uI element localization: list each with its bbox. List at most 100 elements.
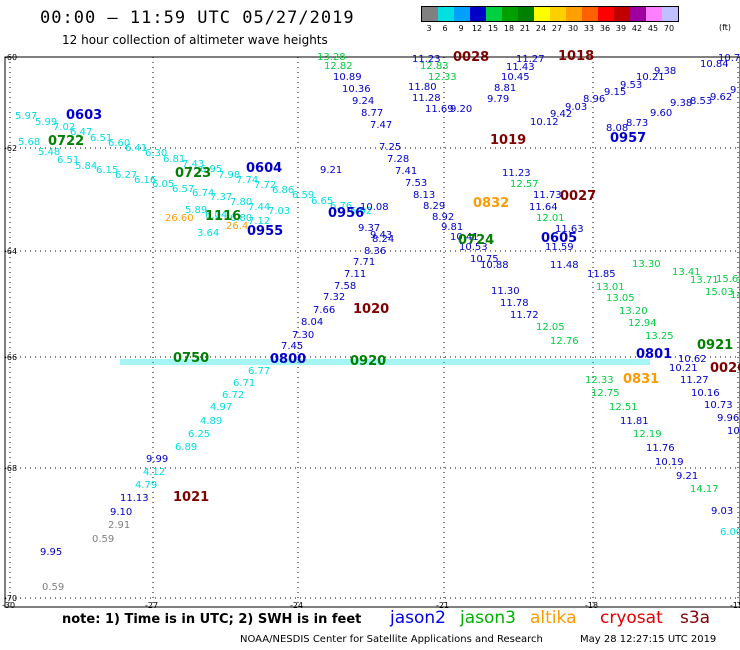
wave-height-value: 13.28 bbox=[317, 52, 346, 63]
credit-line: NOAA/NESDIS Center for Satellite Applica… bbox=[240, 634, 543, 645]
lon-tick-label: -24 bbox=[290, 601, 303, 610]
wave-height-value: 8.73 bbox=[626, 118, 648, 129]
legend-label: 39 bbox=[615, 24, 627, 33]
wave-height-value: 9.15 bbox=[604, 87, 626, 98]
lat-tick-label: -68 bbox=[4, 464, 17, 473]
time-label: 1019 bbox=[490, 133, 526, 148]
wave-height-value: 13.01 bbox=[596, 282, 625, 293]
wave-height-value: 7.71 bbox=[353, 257, 375, 268]
wave-height-value: 11.63 bbox=[555, 224, 584, 235]
time-label: 0831 bbox=[623, 372, 659, 387]
legend-label: 3 bbox=[426, 24, 432, 33]
wave-height-value: 9.53 bbox=[620, 80, 642, 91]
wave-height-value: 11.30 bbox=[491, 286, 520, 297]
wave-height-value: 10.75 bbox=[470, 254, 499, 265]
lat-tick-label: -60 bbox=[4, 53, 17, 62]
wave-height-value: 9.99 bbox=[146, 454, 168, 465]
legend-label: 70 bbox=[663, 24, 675, 33]
wave-height-value: 7.02 bbox=[53, 122, 75, 133]
wave-height-value: 9.03 bbox=[711, 506, 733, 517]
wave-height-value: 9.42 bbox=[550, 109, 572, 120]
wave-height-value: 8.81 bbox=[494, 83, 516, 94]
wave-height-value: 10.08 bbox=[360, 202, 389, 213]
wave-height-value: 8.53 bbox=[690, 96, 712, 107]
wave-height-value: 9.60 bbox=[650, 108, 672, 119]
wave-height-value: 12.76 bbox=[550, 336, 579, 347]
legend-swatch bbox=[422, 7, 438, 21]
wave-height-value: 11.81 bbox=[620, 416, 649, 427]
wave-height-value: 26.4 bbox=[226, 221, 248, 232]
wave-height-value: 6.95 bbox=[200, 164, 222, 175]
wave-height-value: 11.13 bbox=[120, 493, 149, 504]
wave-height-value: 15.03 bbox=[705, 287, 734, 298]
wave-height-value: 10.53 bbox=[459, 242, 488, 253]
legend-swatches bbox=[421, 6, 679, 22]
wave-height-value: 7.30 bbox=[292, 330, 314, 341]
wave-height-value: 7.37 bbox=[210, 192, 232, 203]
legend-swatch bbox=[486, 7, 502, 21]
wave-height-value: 14.06 bbox=[730, 290, 740, 301]
wave-height-value: 6.74 bbox=[192, 188, 214, 199]
legend-label: 45 bbox=[647, 24, 659, 33]
wave-height-value: 12.83 bbox=[420, 61, 449, 72]
wave-height-value: 9.03 bbox=[565, 102, 587, 113]
time-label: 0955 bbox=[247, 224, 283, 239]
legend-label: 30 bbox=[567, 24, 579, 33]
wave-height-value: 10.89 bbox=[333, 72, 362, 83]
wave-height-value: 12.19 bbox=[633, 429, 662, 440]
time-label: 1116 bbox=[205, 209, 241, 224]
wave-height-value: 9.38 bbox=[670, 98, 692, 109]
legend-label: 15 bbox=[487, 24, 499, 33]
wave-height-value: 10.16 bbox=[691, 388, 720, 399]
wave-height-value: 10.12 bbox=[530, 117, 559, 128]
wave-height-value: 6.41 bbox=[125, 143, 147, 154]
legend-label: 18 bbox=[503, 24, 515, 33]
wave-height-value: 4.97 bbox=[210, 402, 232, 413]
wave-height-value: 10.74 bbox=[718, 53, 740, 64]
legend-label: 33 bbox=[583, 24, 595, 33]
wave-height-value: 9.79 bbox=[487, 94, 509, 105]
wave-height-value: 3.64 bbox=[197, 228, 219, 239]
wave-height-value: 7.74 bbox=[236, 175, 258, 186]
time-label: 0027 bbox=[560, 189, 596, 204]
wave-height-value: 12.94 bbox=[628, 318, 657, 329]
wave-height-value: 8.13 bbox=[413, 190, 435, 201]
legend-swatch bbox=[630, 7, 646, 21]
wave-height-value: 9.43 bbox=[370, 230, 392, 241]
time-label: 0957 bbox=[610, 131, 646, 146]
legend-swatch bbox=[662, 7, 678, 21]
legend-swatch bbox=[614, 7, 630, 21]
wave-height-value: 12.51 bbox=[609, 402, 638, 413]
wave-height-value: 9.24 bbox=[352, 96, 374, 107]
legend-labels: 3 6 9 12 15 18 21 24 27 30 33 36 39 42 45 70 bbox=[421, 22, 679, 36]
wave-height-value: 12.05 bbox=[536, 322, 565, 333]
time-label: 1021 bbox=[173, 490, 209, 505]
legend-swatch bbox=[646, 7, 662, 21]
wave-height-value: 8.92 bbox=[432, 212, 454, 223]
lon-tick-label: -21 bbox=[436, 601, 449, 610]
wave-height-value: 10.19 bbox=[655, 457, 684, 468]
wave-height-value: 12.57 bbox=[510, 179, 539, 190]
wave-height-value: 6.59 bbox=[292, 190, 314, 201]
wave-height-value: 13.20 bbox=[619, 306, 648, 317]
legend-swatch bbox=[534, 7, 550, 21]
lat-tick-label: -64 bbox=[4, 247, 17, 256]
legend-label: 36 bbox=[599, 24, 611, 33]
wave-height-value: 6.77 bbox=[248, 366, 270, 377]
time-label: 0603 bbox=[66, 108, 102, 123]
wave-height-value: 5.68 bbox=[18, 137, 40, 148]
time-label: 1018 bbox=[558, 49, 594, 64]
wave-height-value: 6.51 bbox=[57, 155, 79, 166]
legend-swatch bbox=[502, 7, 518, 21]
legend-label: 6 bbox=[442, 24, 448, 33]
satellite-label: altika bbox=[530, 608, 577, 628]
time-label: 0801 bbox=[636, 347, 672, 362]
time-label: 0722 bbox=[48, 134, 84, 149]
time-label: 0800 bbox=[270, 352, 306, 367]
satellite-label: jason2 bbox=[390, 608, 446, 628]
wave-height-value: 9.20 bbox=[450, 104, 472, 115]
wave-height-value: 11.78 bbox=[500, 298, 529, 309]
wave-height-value: 11.43 bbox=[506, 62, 535, 73]
wave-height-value: 5.89 bbox=[185, 205, 207, 216]
legend-label: 21 bbox=[519, 24, 531, 33]
